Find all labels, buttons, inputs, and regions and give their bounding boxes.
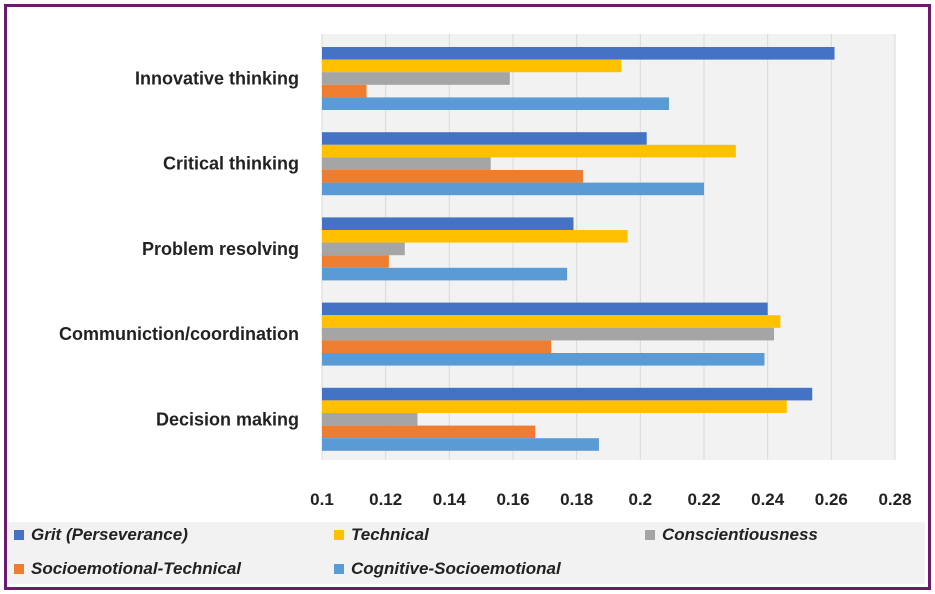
x-tick-label: 0.24 — [751, 490, 785, 509]
legend-label: Technical — [351, 525, 430, 544]
bar — [322, 72, 510, 85]
bars — [322, 47, 835, 451]
category-label: Critical thinking — [163, 154, 299, 174]
x-tick-label: 0.1 — [310, 490, 334, 509]
x-tick-label: 0.14 — [433, 490, 467, 509]
bar — [322, 242, 405, 256]
x-axis-ticks: 0.1 0.12 0.14 0.16 0.18 0.2 0.22 0.24 0.26 0.28 — [310, 490, 911, 509]
bar — [322, 267, 568, 281]
legend-background — [8, 522, 925, 584]
bar — [322, 97, 669, 110]
bar — [322, 170, 584, 183]
bar — [322, 400, 787, 413]
category-label: Decision making — [156, 409, 299, 429]
bar — [322, 47, 835, 60]
bar — [322, 387, 813, 401]
category-label: Innovative thinking — [135, 69, 299, 89]
bar — [322, 59, 622, 73]
bar — [322, 144, 736, 158]
bar — [322, 132, 647, 145]
bar — [322, 302, 768, 316]
legend-swatch — [334, 564, 344, 574]
x-tick-label: 0.12 — [369, 490, 402, 509]
x-tick-label: 0.18 — [560, 490, 593, 509]
x-tick-label: 0.16 — [496, 490, 529, 509]
legend-swatch — [334, 530, 344, 540]
bar — [322, 217, 574, 230]
bar — [322, 327, 775, 341]
bar — [322, 353, 765, 366]
x-tick-label: 0.28 — [878, 490, 911, 509]
bar — [322, 315, 781, 328]
bar — [322, 182, 704, 196]
legend-label: Grit (Perseverance) — [31, 525, 188, 544]
category-label: Communiction/coordination — [59, 324, 299, 344]
legend-swatch — [645, 530, 655, 540]
category-label: Problem resolving — [142, 239, 299, 259]
bar — [322, 413, 418, 426]
legend-swatch — [14, 530, 24, 540]
bar — [322, 255, 389, 268]
bar — [322, 84, 367, 98]
bar — [322, 438, 599, 451]
legend: Grit (Perseverance) Technical Conscientiou… — [8, 522, 925, 584]
legend-swatch — [14, 564, 24, 574]
bar — [322, 425, 536, 439]
x-tick-label: 0.2 — [629, 490, 653, 509]
legend-label: Socioemotional-Technical — [31, 559, 242, 578]
x-tick-label: 0.22 — [687, 490, 720, 509]
legend-label: Cognitive-Socioemotional — [351, 559, 562, 578]
bar — [322, 157, 491, 170]
bar — [322, 340, 552, 353]
x-tick-label: 0.26 — [815, 490, 848, 509]
bar — [322, 230, 628, 243]
legend-label: Conscientiousness — [662, 525, 818, 544]
category-labels: Innovative thinking Critical thinking Prob… — [59, 69, 299, 430]
